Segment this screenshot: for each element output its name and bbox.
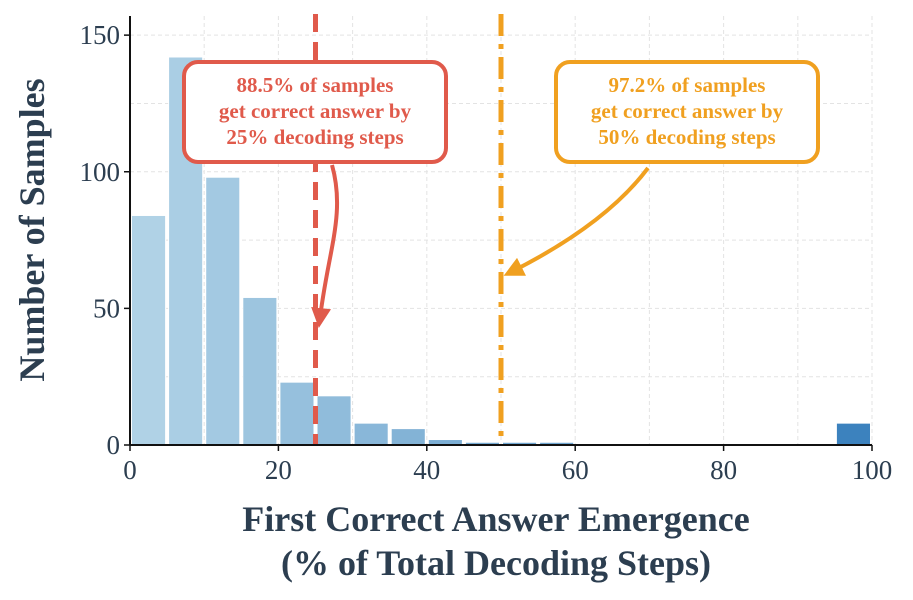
histogram-bar [205, 176, 241, 446]
annotation-text-line: 25% decoding steps [226, 125, 403, 149]
annotation-text-line: get correct answer by [591, 99, 784, 123]
x-tick-label: 0 [123, 455, 137, 485]
histogram-bar [390, 428, 426, 446]
histogram-bar [835, 422, 872, 446]
y-axis-title: Number of Samples [12, 78, 52, 381]
annotation-text-line: 50% decoding steps [598, 125, 775, 149]
y-tick-label: 150 [80, 20, 121, 50]
histogram-bar [131, 214, 167, 446]
axes [129, 16, 872, 446]
annotation-text-line: get correct answer by [219, 99, 412, 123]
y-tick-label: 100 [80, 157, 121, 187]
histogram-bar [316, 395, 352, 446]
annotation-text-line: 97.2% of samples [609, 73, 766, 97]
x-tick-label: 100 [852, 455, 893, 485]
y-tick-label: 50 [93, 293, 120, 323]
x-tick-label: 40 [413, 455, 440, 485]
histogram-bar [242, 296, 278, 446]
x-tick-label: 60 [562, 455, 589, 485]
annotation-box [182, 60, 448, 164]
x-tick-label: 20 [265, 455, 292, 485]
annotation-text-line: 88.5% of samples [237, 73, 394, 97]
annotation-arrow [311, 164, 340, 328]
x-tick-label: 80 [710, 455, 737, 485]
histogram-bar [353, 422, 389, 446]
annotation-box [554, 60, 820, 164]
annotation-arrow [503, 166, 650, 276]
x-axis-title-line1: First Correct Answer Emergence [242, 499, 750, 539]
tick-labels: 0 20 40 60 80 100 0 50 100 150 [80, 20, 893, 485]
y-tick-label: 0 [107, 430, 121, 460]
histogram-bar [279, 381, 315, 446]
x-axis-title-line2: (% of Total Decoding Steps) [281, 543, 711, 583]
